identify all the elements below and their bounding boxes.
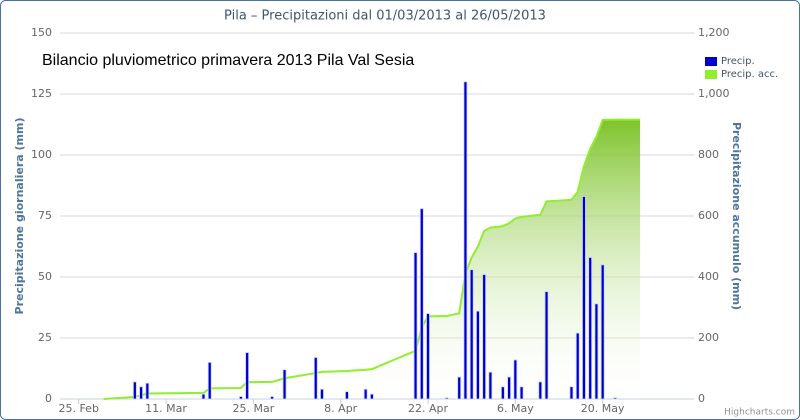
y-tick-label: 25	[38, 331, 52, 344]
y-tick-label: 125	[31, 87, 52, 100]
x-tick-label: 22. Apr	[408, 402, 448, 415]
bar	[538, 381, 543, 400]
y2-tick-label: 0	[698, 392, 705, 405]
bar	[132, 381, 137, 400]
bar	[207, 361, 212, 400]
legend-label: Precip. acc.	[721, 69, 778, 80]
y2-tick-label: 600	[698, 209, 719, 222]
x-tick-label: 25. Feb	[58, 402, 98, 415]
bar	[519, 386, 524, 400]
bar	[594, 303, 599, 400]
line	[103, 118, 641, 400]
bar	[600, 264, 605, 400]
y-tick-label: 0	[45, 392, 52, 405]
bar	[413, 252, 418, 400]
x-tick-label: 20. May	[581, 402, 625, 415]
bar	[457, 376, 462, 400]
bar	[469, 269, 474, 400]
bar	[201, 393, 206, 400]
bar	[507, 376, 512, 400]
y2-tick-label: 1,200	[698, 26, 730, 39]
bar	[582, 196, 586, 400]
x-tick-label: 6. May	[497, 402, 534, 415]
y2-tick-label: 800	[698, 148, 719, 161]
y2-tick-label: 1,000	[698, 87, 730, 100]
y-tick-label: 75	[38, 209, 52, 222]
bar	[444, 397, 449, 400]
bar	[426, 313, 430, 400]
y-tick-label: 150	[31, 26, 52, 39]
bar	[245, 352, 250, 400]
legend-swatch	[705, 57, 717, 66]
bar	[544, 291, 549, 400]
x-tick-label: 11. Mar	[145, 402, 187, 415]
bar	[463, 81, 468, 400]
legend-swatch	[705, 70, 717, 79]
bar	[488, 371, 493, 400]
y-tick-label: 50	[38, 270, 52, 283]
bar	[363, 388, 368, 400]
bar	[482, 274, 487, 400]
y-tick-label: 100	[31, 148, 52, 161]
bar	[282, 369, 287, 400]
bar	[313, 357, 318, 400]
legend-label: Precip.	[721, 56, 755, 67]
bar	[320, 388, 324, 400]
x-tick-label: 8. Apr	[324, 402, 357, 415]
bar	[513, 359, 518, 400]
y2-axis-title: Precipitazione accumulo (mm)	[730, 122, 743, 310]
bar	[345, 391, 349, 400]
credits: Highcharts.com	[724, 408, 795, 418]
bar	[238, 396, 243, 400]
bar	[613, 397, 618, 400]
bar	[270, 396, 274, 400]
bar	[139, 386, 143, 400]
bar	[500, 386, 505, 400]
chart-title: Pila – Precipitazioni dal 01/03/2013 al …	[224, 9, 546, 24]
area	[103, 119, 641, 400]
bar	[419, 208, 424, 400]
bar	[145, 382, 150, 400]
bar	[369, 393, 374, 400]
y2-tick-label: 200	[698, 331, 719, 344]
x-tick-label: 25. Mar	[232, 402, 274, 415]
bar	[575, 332, 580, 400]
y2-tick-label: 400	[698, 270, 719, 283]
bar	[588, 257, 593, 400]
bar	[569, 386, 574, 400]
bar	[476, 310, 480, 400]
chart-subtitle: Bilancio pluviometrico primavera 2013 Pi…	[42, 52, 414, 69]
y-axis-title: Precipitazione giornaliera (mm)	[13, 118, 26, 315]
